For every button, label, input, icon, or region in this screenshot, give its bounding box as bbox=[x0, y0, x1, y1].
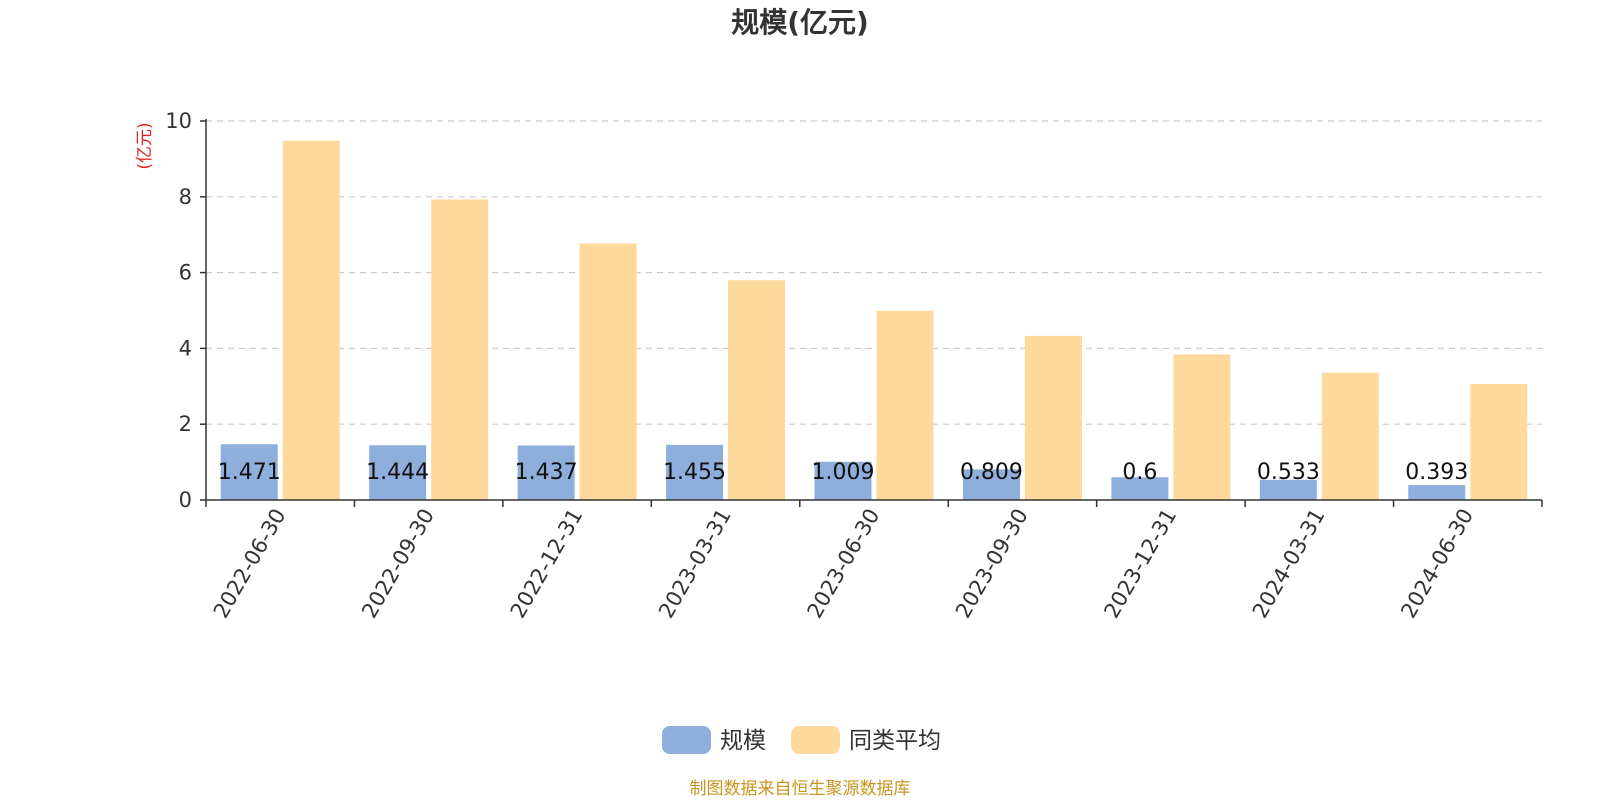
y-tick-label: 4 bbox=[179, 336, 192, 360]
bar-peer-average[interactable] bbox=[282, 140, 340, 500]
legend-label: 规模 bbox=[720, 728, 766, 754]
data-label: 1.444 bbox=[366, 460, 429, 485]
bar-scale[interactable] bbox=[814, 461, 872, 500]
bar-peer-average[interactable] bbox=[431, 199, 489, 500]
y-tick-label: 10 bbox=[165, 109, 192, 133]
y-tick-label: 6 bbox=[179, 261, 192, 285]
data-label: 0.6 bbox=[1122, 460, 1157, 485]
x-tick-label: 2023-03-31 bbox=[654, 505, 736, 623]
bar-peer-average[interactable] bbox=[728, 280, 786, 500]
data-label: 0.809 bbox=[960, 460, 1023, 485]
bar-scale[interactable] bbox=[517, 445, 575, 500]
bar-scale[interactable] bbox=[1259, 479, 1317, 500]
bar-scale[interactable] bbox=[666, 444, 724, 500]
data-label: 1.009 bbox=[812, 460, 875, 485]
data-label: 0.533 bbox=[1257, 460, 1320, 485]
y-tick-label: 8 bbox=[179, 185, 192, 209]
x-tick-label: 2023-09-30 bbox=[951, 505, 1033, 623]
x-tick-label: 2022-12-31 bbox=[506, 505, 588, 623]
bar-scale[interactable] bbox=[1408, 485, 1466, 500]
legend-label: 同类平均 bbox=[849, 728, 941, 754]
axes: 0 2 4 6 8 10 2022-06-30 2022-09-30 2022-12-31 202… bbox=[165, 109, 1543, 623]
chart-title: 规模(亿元) bbox=[731, 6, 869, 39]
bars bbox=[220, 140, 1528, 501]
bar-peer-average[interactable] bbox=[876, 310, 934, 500]
bar-peer-average[interactable] bbox=[1173, 354, 1231, 500]
bar-peer-average[interactable] bbox=[1024, 335, 1082, 500]
grid-lines bbox=[206, 120, 1542, 425]
x-tick-label: 2022-06-30 bbox=[209, 505, 291, 623]
bar-peer-average[interactable] bbox=[579, 243, 637, 501]
data-label: 1.437 bbox=[515, 460, 578, 485]
legend-swatch bbox=[791, 726, 840, 754]
data-label: 0.393 bbox=[1405, 460, 1468, 485]
source-note: 制图数据来自恒生聚源数据库 bbox=[690, 779, 911, 799]
bar-scale[interactable] bbox=[220, 444, 278, 500]
legend: 规模 同类平均 bbox=[662, 726, 941, 754]
bar-scale[interactable] bbox=[962, 469, 1020, 500]
x-tick-label: 2023-12-31 bbox=[1099, 505, 1181, 623]
data-labels: 1.471 1.444 1.437 1.455 1.009 0.809 0.6 0.533 0.… bbox=[218, 460, 1469, 485]
y-tick-label: 0 bbox=[179, 488, 192, 512]
data-label: 1.455 bbox=[663, 460, 726, 485]
legend-item-scale[interactable]: 规模 bbox=[662, 726, 766, 754]
x-tick-label: 2024-03-31 bbox=[1248, 505, 1330, 623]
x-tick-label: 2024-06-30 bbox=[1396, 505, 1478, 623]
bar-scale[interactable] bbox=[1111, 477, 1169, 500]
y-tick-label: 2 bbox=[179, 412, 192, 436]
x-tick-label: 2022-09-30 bbox=[357, 504, 439, 622]
bar-peer-average[interactable] bbox=[1321, 372, 1379, 500]
y-axis-label: (亿元) bbox=[135, 122, 155, 169]
bar-scale[interactable] bbox=[369, 445, 427, 500]
legend-swatch bbox=[662, 726, 711, 754]
legend-item-peer-average[interactable]: 同类平均 bbox=[791, 726, 941, 754]
x-tick-label: 2023-06-30 bbox=[803, 505, 885, 623]
data-label: 1.471 bbox=[218, 460, 281, 485]
bar-peer-average[interactable] bbox=[1470, 384, 1528, 500]
